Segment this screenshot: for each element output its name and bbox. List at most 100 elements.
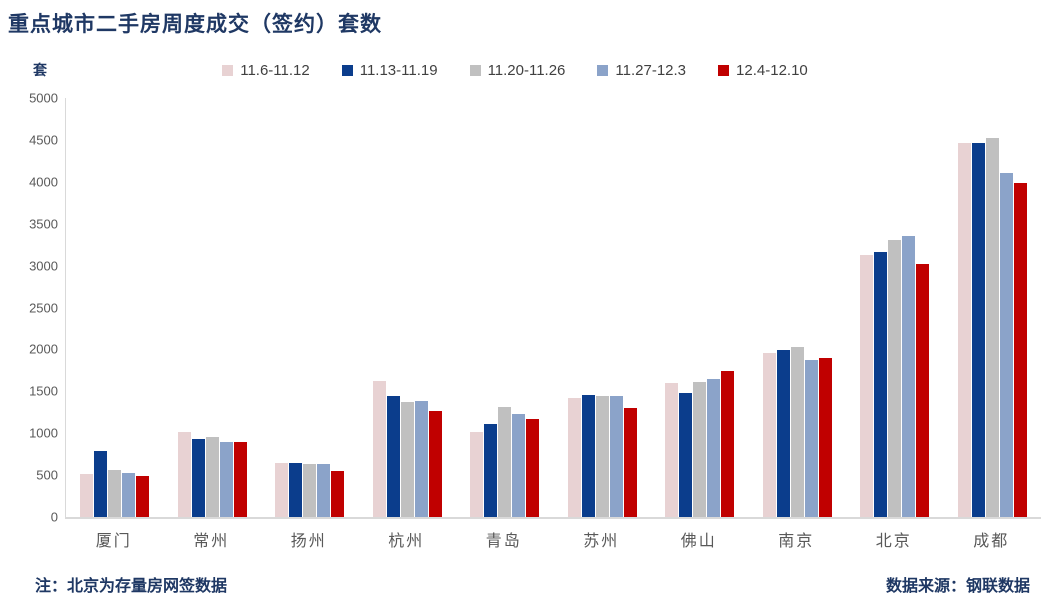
y-tick-label: 1000 <box>29 425 58 441</box>
bar <box>818 358 832 517</box>
legend-item-0: 11.6-11.12 <box>222 62 310 79</box>
footnote-note: 注：北京为存量房网签数据 <box>35 578 228 595</box>
x-axis-label: 常州 <box>193 533 230 550</box>
bar-group-佛山 <box>651 98 749 517</box>
bar <box>470 432 484 517</box>
bar <box>581 395 595 517</box>
bar-group-成都 <box>944 98 1042 517</box>
bar <box>693 382 707 517</box>
bar <box>303 464 317 517</box>
bar <box>665 383 679 517</box>
bar <box>428 411 442 517</box>
x-axis-label: 扬州 <box>290 533 327 550</box>
bar <box>595 396 609 517</box>
bar-group-厦门 <box>66 98 164 517</box>
bar <box>94 451 108 517</box>
bar <box>233 442 247 517</box>
bar-group-苏州 <box>554 98 652 517</box>
legend-swatch-icon <box>222 65 234 76</box>
bar <box>874 252 888 517</box>
y-tick-label: 4500 <box>29 132 58 148</box>
legend-label: 11.27-12.3 <box>615 62 687 79</box>
bar <box>707 379 721 517</box>
bar <box>623 408 637 517</box>
y-tick-label: 500 <box>36 467 58 483</box>
footnote-source: 数据来源：钢联数据 <box>885 578 1030 595</box>
bar <box>790 347 804 517</box>
bar-group-青岛 <box>456 98 554 517</box>
y-tick-label: 3000 <box>29 258 58 274</box>
y-tick-label: 2500 <box>29 300 58 315</box>
legend-swatch-icon <box>718 65 730 76</box>
x-axis-labels: 厦门 常州 扬州 杭州 青岛 苏州 佛山 南京 北京 成都 <box>65 527 1040 551</box>
bar <box>80 474 94 517</box>
bar <box>386 396 400 517</box>
bar <box>275 463 289 517</box>
bar <box>957 143 971 517</box>
bar <box>679 393 693 517</box>
x-axis-label: 南京 <box>778 533 815 550</box>
bar <box>331 471 345 517</box>
bar <box>999 173 1013 517</box>
bar-group-北京 <box>846 98 944 517</box>
legend-label: 12.4-12.10 <box>736 62 808 79</box>
bar <box>122 473 136 517</box>
legend-swatch-icon <box>341 65 353 76</box>
legend-item-3: 11.27-12.3 <box>597 62 686 79</box>
chart-title: 重点城市二手房周度成交（签约）套数 <box>8 12 382 36</box>
bar <box>108 470 122 517</box>
bar <box>902 236 916 517</box>
bar <box>762 353 776 517</box>
legend-item-1: 11.13-11.19 <box>341 62 438 79</box>
bar <box>804 360 818 517</box>
x-axis-label: 成都 <box>973 533 1010 550</box>
bar <box>776 350 790 517</box>
bar <box>888 240 902 517</box>
bar <box>512 414 526 517</box>
bar <box>219 442 233 517</box>
legend-label: 11.6-11.12 <box>240 62 310 79</box>
bar <box>205 437 219 517</box>
bar <box>191 439 205 517</box>
legend-label: 11.20-11.26 <box>487 62 566 79</box>
x-axis-label: 厦门 <box>95 533 132 550</box>
y-tick-label: 2000 <box>29 341 58 357</box>
bar <box>484 424 498 517</box>
legend: 11.6-11.12 11.13-11.19 11.20-11.26 11.27-12… <box>65 62 965 79</box>
y-tick-label: 4000 <box>29 174 58 190</box>
x-axis-label: 青岛 <box>485 533 522 550</box>
legend-label: 11.13-11.19 <box>359 62 438 79</box>
y-axis-unit-label: 套 <box>33 64 47 79</box>
x-axis-label: 佛山 <box>680 533 717 550</box>
bar <box>289 463 303 517</box>
bar <box>860 255 874 517</box>
bar <box>177 432 191 517</box>
bar <box>567 398 581 517</box>
y-tick-label: 5000 <box>29 90 58 106</box>
bar <box>721 371 735 517</box>
bar-group-扬州 <box>261 98 359 517</box>
y-axis-tick-labels: 0 500 1000 1500 2000 2500 3000 3500 4000 4500 5000 <box>0 91 58 525</box>
x-axis-label: 杭州 <box>388 533 425 550</box>
bar <box>136 476 150 517</box>
bar <box>971 143 985 517</box>
y-tick-label: 0 <box>50 509 58 525</box>
bar <box>985 138 999 517</box>
legend-swatch-icon <box>469 65 481 76</box>
bar <box>414 401 428 517</box>
legend-item-2: 11.20-11.26 <box>469 62 566 79</box>
legend-item-4: 12.4-12.10 <box>718 62 808 79</box>
bar-group-南京 <box>749 98 847 517</box>
bar <box>317 464 331 517</box>
bar <box>609 396 623 517</box>
bar <box>916 264 930 517</box>
plot-area <box>65 98 1041 519</box>
bar <box>372 381 386 517</box>
bar <box>526 419 540 517</box>
x-axis-label: 北京 <box>875 533 912 550</box>
bar-group-常州 <box>164 98 262 517</box>
y-tick-label: 1500 <box>29 383 58 399</box>
bar <box>400 402 414 517</box>
bar <box>1013 183 1027 517</box>
